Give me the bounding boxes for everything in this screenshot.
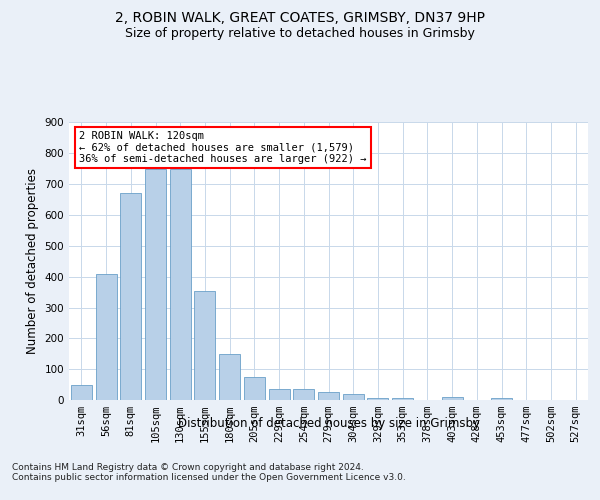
Bar <box>442 397 463 400</box>
Bar <box>71 384 92 400</box>
Bar <box>219 354 240 400</box>
Bar <box>367 398 388 400</box>
Bar <box>145 168 166 400</box>
Bar <box>293 389 314 400</box>
Bar <box>318 392 339 400</box>
Y-axis label: Number of detached properties: Number of detached properties <box>26 168 39 354</box>
Bar <box>343 394 364 400</box>
Text: Contains HM Land Registry data © Crown copyright and database right 2024.
Contai: Contains HM Land Registry data © Crown c… <box>12 462 406 482</box>
Text: 2, ROBIN WALK, GREAT COATES, GRIMSBY, DN37 9HP: 2, ROBIN WALK, GREAT COATES, GRIMSBY, DN… <box>115 11 485 25</box>
Bar <box>95 274 116 400</box>
Text: 2 ROBIN WALK: 120sqm
← 62% of detached houses are smaller (1,579)
36% of semi-de: 2 ROBIN WALK: 120sqm ← 62% of detached h… <box>79 131 367 164</box>
Bar <box>170 168 191 400</box>
Text: Distribution of detached houses by size in Grimsby: Distribution of detached houses by size … <box>178 418 480 430</box>
Text: Size of property relative to detached houses in Grimsby: Size of property relative to detached ho… <box>125 28 475 40</box>
Bar <box>269 389 290 400</box>
Bar <box>244 377 265 400</box>
Bar <box>392 398 413 400</box>
Bar <box>491 398 512 400</box>
Bar <box>120 194 141 400</box>
Bar <box>194 290 215 400</box>
